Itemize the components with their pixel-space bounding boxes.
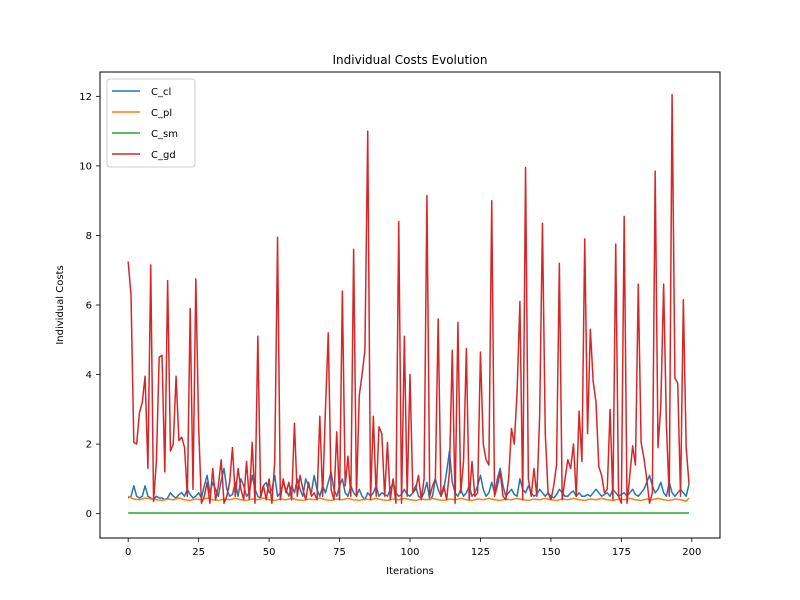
- y-tick-label: 2: [86, 440, 92, 451]
- y-tick-label: 12: [79, 92, 92, 103]
- series-layer: [127, 93, 690, 514]
- legend-label-c-cl: C_cl: [151, 87, 171, 98]
- legend-items: C_cl C_pl C_sm C_gd: [112, 87, 178, 161]
- x-tick-label: 125: [471, 547, 490, 558]
- y-tick-label: 8: [86, 231, 92, 242]
- y-tick-label: 0: [86, 509, 92, 520]
- chart-title: Individual Costs Evolution: [333, 53, 488, 67]
- legend-label-c-pl: C_pl: [151, 108, 172, 119]
- x-axis-label: Iterations: [386, 566, 434, 577]
- x-tick-label: 175: [612, 547, 631, 558]
- x-tick-label: 100: [400, 547, 419, 558]
- y-axis-ticks: 0 2 4 6 8 10 12: [79, 92, 100, 520]
- y-tick-label: 10: [79, 161, 92, 172]
- series-line-c-cl: [127, 450, 690, 501]
- y-tick-label: 6: [86, 301, 92, 312]
- x-tick-label: 150: [541, 547, 560, 558]
- x-tick-label: 75: [333, 547, 346, 558]
- x-tick-label: 0: [125, 547, 131, 558]
- y-tick-label: 4: [86, 370, 92, 381]
- x-tick-label: 200: [682, 547, 701, 558]
- legend: C_cl C_pl C_sm C_gd: [106, 78, 196, 168]
- y-axis-label: Individual Costs: [55, 265, 66, 344]
- legend-label-c-sm: C_sm: [151, 129, 178, 140]
- legend-label-c-gd: C_gd: [151, 150, 176, 161]
- x-axis-ticks: 0 25 50 75 100 125 150 175 200: [125, 538, 701, 558]
- series-line-c-gd: [127, 93, 690, 504]
- plot-area: [99, 71, 721, 539]
- x-tick-label: 50: [263, 547, 276, 558]
- legend-box: [106, 78, 196, 168]
- series-line-c-pl: [127, 495, 690, 502]
- x-tick-label: 25: [192, 547, 205, 558]
